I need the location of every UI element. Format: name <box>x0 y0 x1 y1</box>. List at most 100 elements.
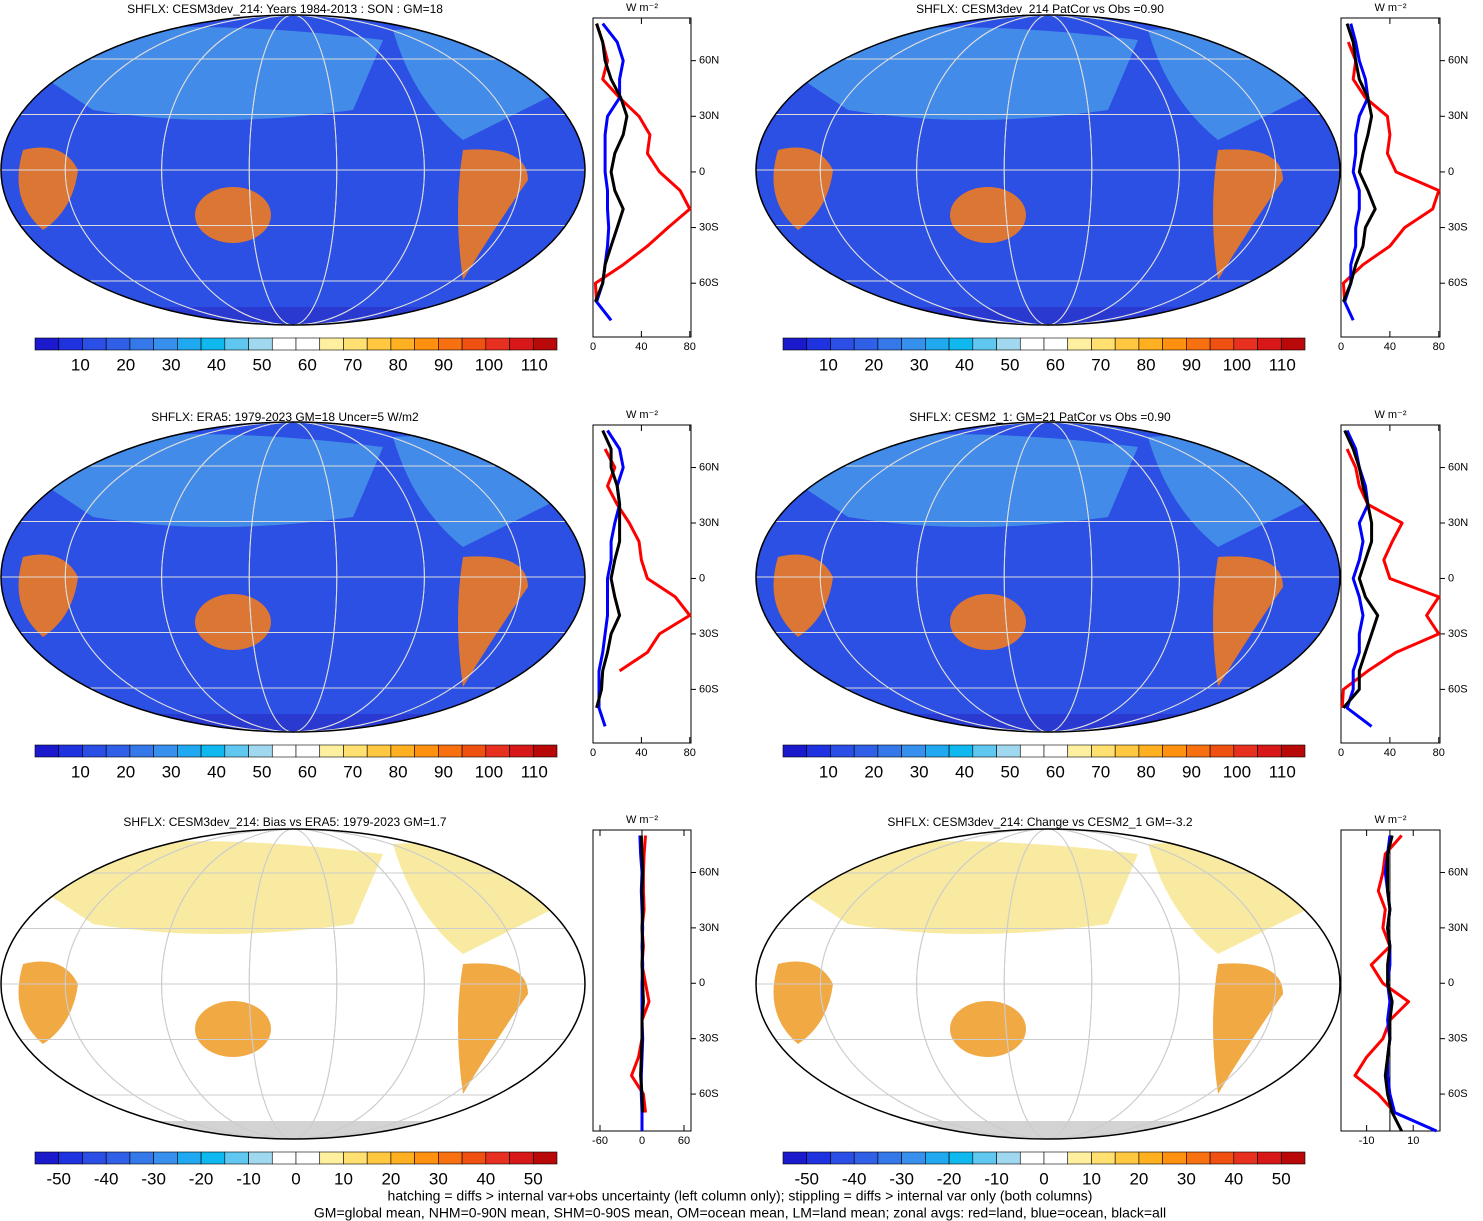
colorbar-swatch <box>1067 744 1092 758</box>
colorbar-swatch <box>1043 744 1069 758</box>
colorbar-swatch <box>830 744 855 758</box>
colorbar-swatch <box>1233 1151 1258 1165</box>
y-tick-label: 0 <box>699 166 705 178</box>
colorbar-swatch <box>248 337 273 351</box>
colorbar-swatch <box>1019 744 1045 758</box>
colorbar-label: 40 <box>955 762 974 781</box>
colorbar-swatch <box>485 744 510 758</box>
colorbar-swatch <box>1138 744 1163 758</box>
x-tick-label: 80 <box>1433 747 1445 759</box>
colorbar-label: 20 <box>1129 1169 1148 1188</box>
colorbar-swatch <box>105 1151 131 1165</box>
colorbar-label: 60 <box>298 762 317 781</box>
colorbar-swatch <box>485 1151 510 1165</box>
colorbar-label: 80 <box>1137 762 1156 781</box>
meridian <box>916 15 1180 325</box>
colorbar-swatch <box>177 337 202 351</box>
map-title: SHFLX: CESM3dev_214: Bias vs ERA5: 1979-… <box>123 815 446 829</box>
y-tick-label: 30S <box>699 1033 719 1045</box>
y-tick-label: 0 <box>699 572 705 584</box>
y-tick-label: 30N <box>699 517 719 529</box>
map-border <box>0 828 586 1140</box>
colorbar-swatch <box>1186 1151 1211 1165</box>
meridian <box>248 422 338 732</box>
africa <box>773 147 833 230</box>
meridian <box>1003 422 1093 732</box>
colorbar-label: 100 <box>1223 355 1251 374</box>
colorbar-swatch <box>1114 337 1140 351</box>
colorbar-swatch <box>34 337 60 351</box>
y-tick-label: 30N <box>699 110 719 122</box>
meridian <box>916 829 1180 1139</box>
colorbar-swatch <box>782 1151 808 1165</box>
colorbar-swatch <box>129 744 154 758</box>
colorbar-swatch <box>58 337 83 351</box>
colorbar-label: 40 <box>207 762 226 781</box>
y-tick-label: 30N <box>1448 517 1468 529</box>
colorbar-swatch <box>1162 1151 1187 1165</box>
colorbar-swatch <box>153 337 178 351</box>
colorbar-swatch <box>224 1151 249 1165</box>
colorbar-swatch <box>877 1151 902 1165</box>
colorbar-swatch <box>1114 744 1140 758</box>
zonal-line <box>1341 41 1441 302</box>
colorbar-label: 20 <box>116 355 135 374</box>
y-tick-label: 30S <box>1448 628 1468 640</box>
colorbar-swatch <box>295 337 321 351</box>
meridian <box>161 15 425 325</box>
map <box>756 15 1340 325</box>
colorbar-swatch <box>177 1151 202 1165</box>
y-tick-label: 30N <box>1448 110 1468 122</box>
colorbar-swatch <box>1067 1151 1092 1165</box>
south-america <box>458 556 528 687</box>
australia <box>950 1001 1026 1057</box>
axis-unit: W m⁻² <box>1374 2 1406 14</box>
colorbar-swatch <box>271 337 297 351</box>
colorbar-swatch <box>153 1151 178 1165</box>
meridian <box>64 15 522 325</box>
colorbar-swatch <box>972 744 997 758</box>
colorbar-label: 40 <box>1224 1169 1243 1188</box>
colorbar-swatch <box>390 337 415 351</box>
x-tick-label: 10 <box>1407 1135 1419 1147</box>
colorbar-swatch <box>877 744 902 758</box>
colorbar-swatch <box>271 744 297 758</box>
colorbar-label: 10 <box>334 1169 353 1188</box>
colorbar-swatch <box>1091 744 1116 758</box>
colorbar-swatch <box>153 744 178 758</box>
y-tick-label: 60S <box>1448 1088 1468 1100</box>
colorbar-swatch <box>1114 1151 1140 1165</box>
colorbar-swatch <box>782 337 808 351</box>
meridian <box>819 422 1277 732</box>
colorbar-label: -30 <box>889 1169 914 1188</box>
colorbar-label: 100 <box>475 762 503 781</box>
colorbar-swatch <box>1233 744 1258 758</box>
x-tick-label: 40 <box>1384 341 1396 353</box>
colorbar-swatch <box>1186 744 1211 758</box>
map-title: SHFLX: CESM3dev_214 PatCor vs Obs =0.90 <box>916 2 1164 16</box>
y-tick-label: 30S <box>699 221 719 233</box>
colorbar-swatch <box>248 1151 273 1165</box>
colorbar-swatch <box>1043 337 1069 351</box>
colorbar-swatch <box>948 744 974 758</box>
colorbar-swatch <box>996 744 1021 758</box>
colorbar-swatch <box>948 1151 974 1165</box>
x-tick-label: 0 <box>590 747 596 759</box>
antarctica <box>1 1121 585 1139</box>
zonal-line <box>1383 835 1403 1132</box>
colorbar-swatch <box>1138 1151 1163 1165</box>
colorbar-swatch <box>1019 1151 1045 1165</box>
colorbar-label: -10 <box>984 1169 1009 1188</box>
colorbar-swatch <box>1091 337 1116 351</box>
zonal-line <box>595 429 622 709</box>
colorbar-swatch <box>58 744 83 758</box>
south-america <box>458 963 528 1094</box>
map-border <box>755 828 1341 1140</box>
colorbar-label: 20 <box>864 355 883 374</box>
australia <box>950 187 1026 243</box>
colorbar-label: 110 <box>1269 355 1296 374</box>
south-america <box>458 149 528 280</box>
colorbar-label: 60 <box>1046 762 1065 781</box>
meridian <box>64 829 522 1139</box>
colorbar-swatch <box>1162 337 1187 351</box>
